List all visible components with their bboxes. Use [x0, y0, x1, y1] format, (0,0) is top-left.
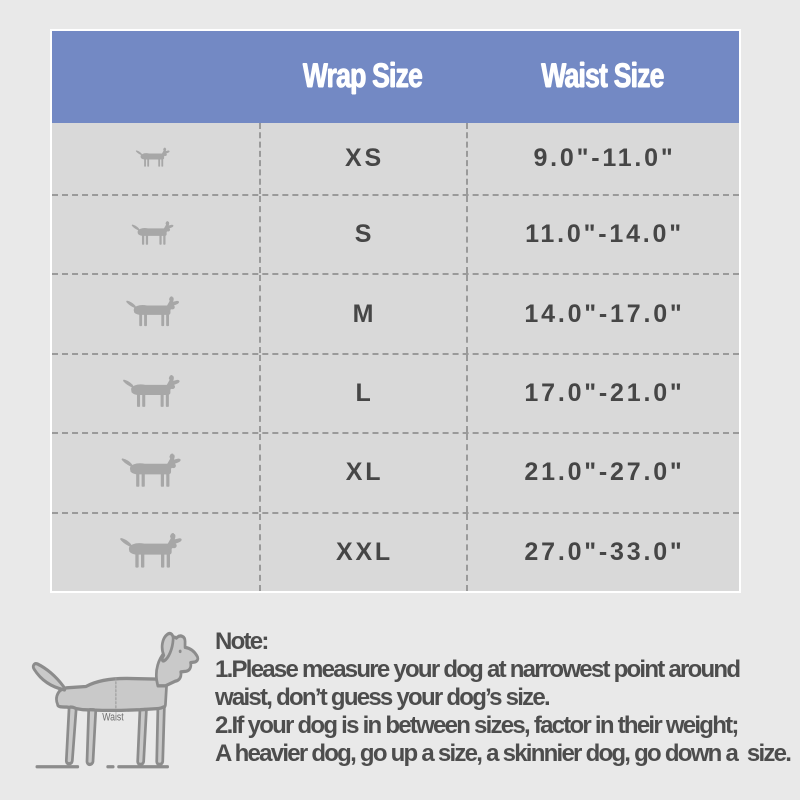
svg-text:Waist: Waist: [102, 712, 124, 724]
